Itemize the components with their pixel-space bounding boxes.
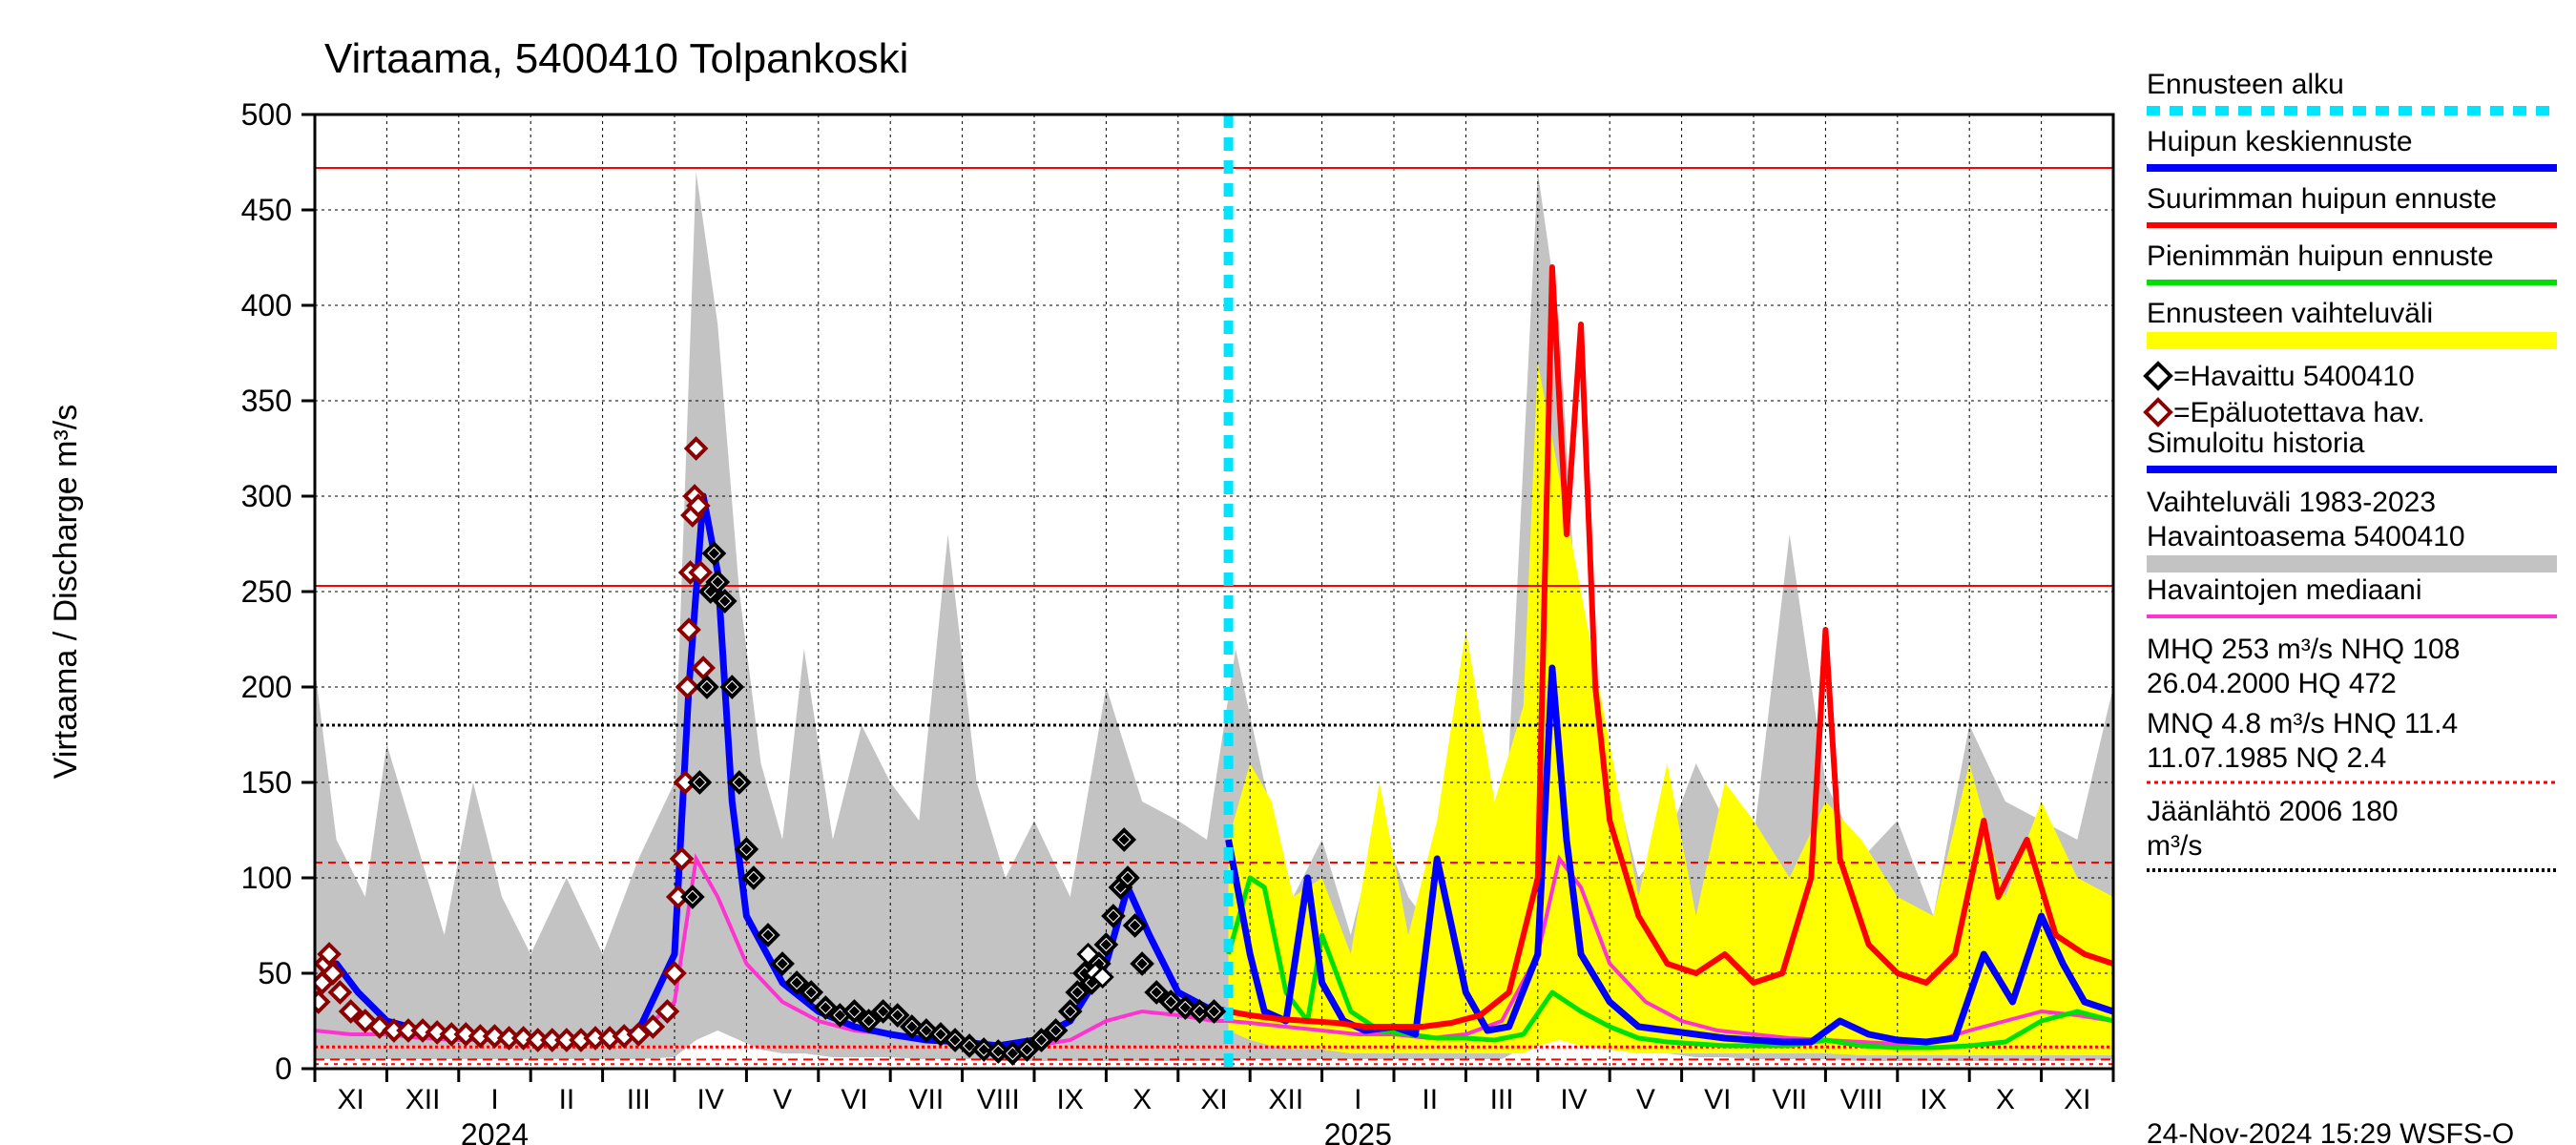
y-tick-label: 150 — [241, 765, 292, 800]
legend-marker — [2146, 400, 2171, 425]
x-month-label: X — [1996, 1084, 2015, 1115]
x-month-label: XI — [338, 1084, 364, 1115]
legend-marker — [2146, 364, 2171, 388]
x-month-label: I — [490, 1084, 498, 1115]
y-tick-label: 300 — [241, 479, 292, 513]
y-tick-label: 350 — [241, 384, 292, 418]
y-tick-label: 400 — [241, 288, 292, 323]
y-tick-label: 50 — [258, 956, 292, 990]
chart-title: Virtaama, 5400410 Tolpankoski — [324, 35, 908, 82]
x-month-label: IV — [697, 1084, 724, 1115]
x-month-label: VIII — [977, 1084, 1020, 1115]
x-month-label: VI — [1704, 1084, 1731, 1115]
legend-swatch — [2147, 555, 2557, 572]
x-month-label: XII — [1269, 1084, 1304, 1115]
x-month-label: II — [559, 1084, 575, 1115]
x-month-label: VII — [1772, 1084, 1807, 1115]
x-month-label: IX — [1057, 1084, 1084, 1115]
x-month-label: XII — [405, 1084, 441, 1115]
x-month-label: VI — [841, 1084, 867, 1115]
y-axis-label: Virtaama / Discharge m³/s — [48, 405, 84, 779]
legend-label: Pienimmän huipun ennuste — [2147, 240, 2494, 272]
legend-label: 11.07.1985 NQ 2.4 — [2147, 742, 2386, 774]
legend-label: Simuloitu historia — [2147, 427, 2365, 459]
legend-label: 26.04.2000 HQ 472 — [2147, 668, 2397, 699]
legend-label: MHQ 253 m³/s NHQ 108 — [2147, 634, 2460, 665]
x-month-label: VIII — [1840, 1084, 1883, 1115]
x-month-label: IX — [1920, 1084, 1946, 1115]
x-year-label: 2025 — [1324, 1117, 1392, 1145]
legend-label: Havaintoasema 5400410 — [2147, 521, 2465, 552]
y-tick-label: 0 — [275, 1051, 292, 1086]
x-month-label: III — [1490, 1084, 1514, 1115]
legend-label: Huipun keskiennuste — [2147, 126, 2413, 157]
discharge-chart: 050100150200250300350400450500XIXIIIIIII… — [0, 0, 2576, 1145]
legend-label: Ennusteen vaihteluväli — [2147, 298, 2433, 329]
x-month-label: VII — [909, 1084, 945, 1115]
x-year-label: 2024 — [461, 1117, 529, 1145]
legend-label: Jäänlähtö 2006 180 — [2147, 796, 2399, 827]
legend-label: Suurimman huipun ennuste — [2147, 183, 2497, 215]
legend-label: =Havaittu 5400410 — [2173, 361, 2415, 392]
x-month-label: V — [1636, 1084, 1655, 1115]
y-tick-label: 500 — [241, 97, 292, 132]
y-tick-label: 200 — [241, 670, 292, 704]
y-tick-label: 450 — [241, 193, 292, 227]
x-month-label: IV — [1560, 1084, 1587, 1115]
x-month-label: XI — [2064, 1084, 2090, 1115]
x-month-label: I — [1354, 1084, 1361, 1115]
legend-label: Havaintojen mediaani — [2147, 574, 2422, 606]
x-month-label: III — [627, 1084, 651, 1115]
x-month-label: X — [1132, 1084, 1152, 1115]
x-month-label: II — [1422, 1084, 1438, 1115]
legend-swatch — [2147, 332, 2557, 349]
legend-label: MNQ 4.8 m³/s HNQ 11.4 — [2147, 708, 2458, 739]
legend-label: =Epäluotettava hav. — [2173, 397, 2425, 428]
legend-label: Ennusteen alku — [2147, 69, 2344, 100]
x-month-label: V — [773, 1084, 792, 1115]
y-tick-label: 100 — [241, 861, 292, 895]
y-tick-label: 250 — [241, 574, 292, 609]
footer-timestamp: 24-Nov-2024 15:29 WSFS-O — [2147, 1118, 2514, 1145]
legend-label: Vaihteluväli 1983-2023 — [2147, 487, 2436, 518]
legend-label: m³/s — [2147, 830, 2202, 862]
x-month-label: XI — [1200, 1084, 1227, 1115]
